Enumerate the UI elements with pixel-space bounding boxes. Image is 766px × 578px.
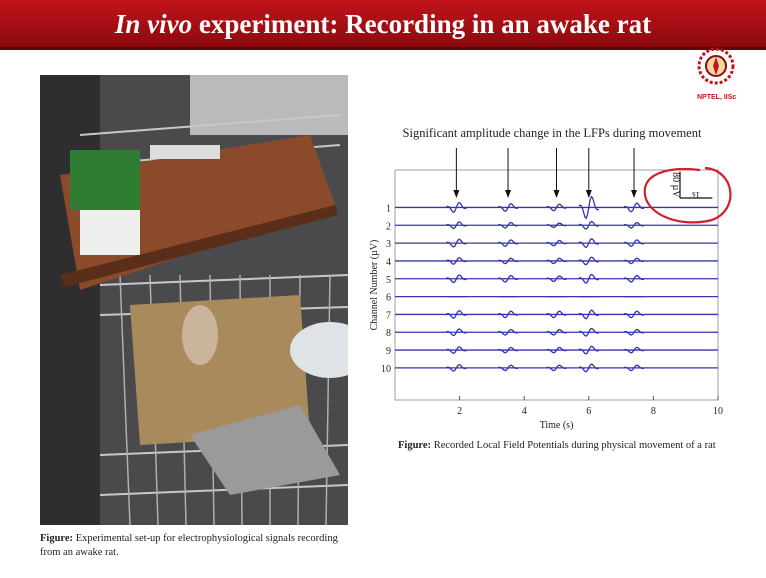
- y-tick-label: 8: [386, 328, 391, 339]
- lfp-deflection: [446, 275, 466, 283]
- lfp-deflection: [624, 223, 644, 228]
- lfp-deflection: [498, 276, 518, 283]
- x-tick-label: 8: [651, 406, 656, 417]
- lfp-deflection: [446, 347, 466, 354]
- event-arrow-head: [554, 190, 560, 198]
- y-tick-label: 10: [381, 364, 391, 375]
- plot-frame: [395, 170, 718, 400]
- lfp-deflection: [579, 275, 599, 284]
- lfp-deflection: [446, 311, 466, 319]
- lfp-deflection: [446, 258, 466, 265]
- lfp-deflection: [579, 197, 599, 219]
- y-tick-label: 2: [386, 221, 391, 232]
- lfp-deflection: [624, 347, 644, 352]
- lfp-deflection: [446, 222, 466, 229]
- lfp-deflection: [446, 329, 466, 336]
- y-tick-label: 5: [386, 275, 391, 286]
- lfp-deflection: [498, 240, 518, 246]
- caption-text: Recorded Local Field Potentials during p…: [431, 440, 716, 451]
- lfp-deflection: [498, 258, 518, 263]
- y-tick-label: 9: [386, 346, 391, 357]
- x-tick-label: 6: [586, 406, 591, 417]
- y-tick-label: 7: [386, 310, 391, 321]
- lfp-deflection: [498, 347, 518, 352]
- x-axis-label: Time (s): [540, 420, 574, 431]
- lfp-deflection: [579, 310, 599, 319]
- lfp-deflection: [624, 311, 644, 317]
- y-tick-label: 4: [386, 257, 391, 268]
- scale-bar-amplitude-label: 80 µV: [670, 172, 681, 198]
- scale-bar-time-label: 1s: [692, 190, 701, 200]
- lfp-deflection: [498, 223, 518, 228]
- lfp-deflection: [547, 204, 567, 211]
- y-tick-label: 6: [386, 293, 391, 304]
- lfp-deflection: [547, 330, 567, 335]
- y-tick-label: 1: [386, 203, 391, 214]
- lfp-deflection: [624, 276, 644, 283]
- lfp-deflection: [547, 223, 567, 227]
- annotation: Significant amplitude change in the LFPs…: [403, 126, 702, 140]
- lfp-deflection: [624, 330, 644, 335]
- lfp-deflection: [498, 365, 518, 370]
- event-arrow-head: [453, 190, 459, 198]
- lfp-deflection: [624, 240, 644, 246]
- lfp-deflection: [579, 257, 599, 265]
- lfp-deflection: [547, 311, 567, 317]
- chart-caption: Figure: Recorded Local Field Potentials …: [398, 440, 738, 451]
- lfp-deflection: [498, 311, 518, 317]
- event-arrow-head: [505, 190, 511, 198]
- lfp-deflection: [547, 276, 567, 281]
- caption-label: Figure:: [398, 440, 431, 451]
- lfp-deflection: [579, 346, 599, 354]
- lfp-deflection: [446, 239, 466, 247]
- lfp-deflection: [498, 204, 518, 212]
- y-tick-label: 3: [386, 239, 391, 250]
- lfp-deflection: [547, 258, 567, 263]
- x-tick-label: 10: [713, 406, 723, 417]
- slide: In vivo experiment: Recording in an awak…: [0, 0, 766, 578]
- lfp-deflection: [579, 329, 599, 337]
- x-tick-label: 4: [522, 406, 527, 417]
- lfp-deflection: [624, 365, 644, 370]
- lfp-deflection: [624, 258, 644, 263]
- lfp-deflection: [547, 365, 567, 370]
- chart: Significant amplitude change in the LFPs…: [0, 0, 766, 578]
- lfp-deflection: [498, 330, 518, 335]
- event-arrow-head: [631, 190, 637, 198]
- lfp-deflection: [446, 365, 466, 371]
- lfp-deflection: [579, 239, 599, 248]
- x-tick-label: 2: [457, 406, 462, 417]
- lfp-deflection: [547, 240, 567, 245]
- lfp-deflection: [446, 203, 466, 213]
- lfp-deflection: [579, 364, 599, 372]
- lfp-deflection: [579, 222, 599, 230]
- y-axis-label: Channel Number (µV): [369, 240, 380, 331]
- lfp-deflection: [624, 203, 644, 212]
- lfp-deflection: [547, 347, 567, 352]
